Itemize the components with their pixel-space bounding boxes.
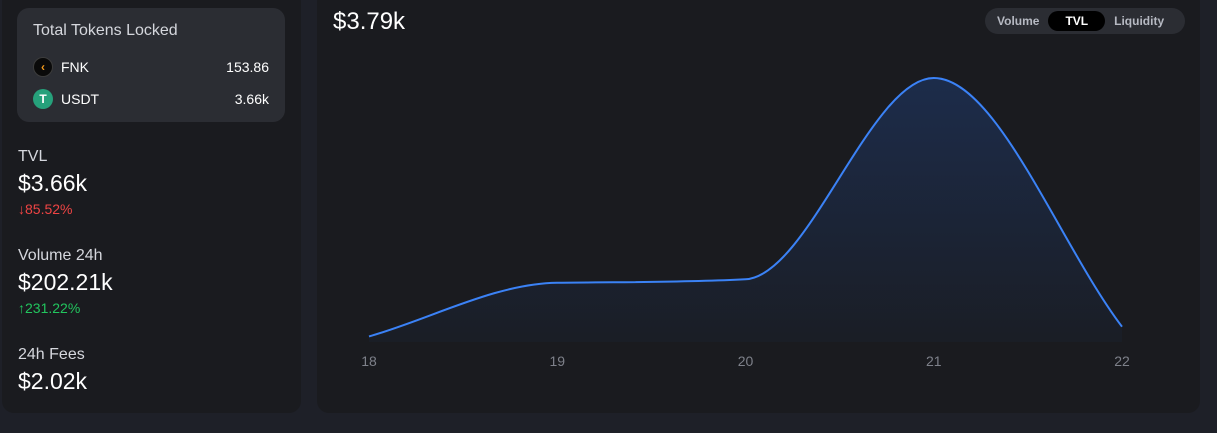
x-tick-label: 19 <box>549 353 565 369</box>
fees-label: 24h Fees <box>18 346 85 363</box>
volume-stat: Volume 24h $202.21k ↑231.22% <box>18 247 113 316</box>
usdt-logo-icon: T <box>33 89 53 109</box>
arrow-up-icon: ↑ <box>18 300 25 316</box>
fnk-logo-icon: ‹ <box>33 57 53 77</box>
token-row-usdt: T USDT 3.66k <box>33 88 269 110</box>
token-symbol: FNK <box>61 59 89 75</box>
x-tick-label: 22 <box>1114 353 1130 369</box>
chart-line-series <box>368 76 1123 338</box>
arrow-down-icon: ↓ <box>18 201 25 217</box>
tvl-change: ↓85.52% <box>18 201 87 217</box>
x-tick-label: 20 <box>738 353 754 369</box>
x-tick-label: 18 <box>361 353 377 369</box>
tvl-change-value: 85.52% <box>25 201 73 217</box>
chart-panel: $3.79k Volume TVL Liquidity 18 19 20 21 22 <box>317 0 1200 413</box>
tvl-stat: TVL $3.66k ↓85.52% <box>18 148 87 217</box>
fees-stat: 24h Fees $2.02k <box>18 346 87 395</box>
volume-change-value: 231.22% <box>25 300 81 316</box>
chart-current-value: $3.79k <box>333 8 406 35</box>
toggle-tvl[interactable]: TVL <box>1048 11 1106 31</box>
token-row-fnk: ‹ FNK 153.86 <box>33 56 269 78</box>
tvl-value: $3.66k <box>18 170 88 196</box>
volume-label: Volume 24h <box>18 247 103 264</box>
volume-value: $202.21k <box>18 269 113 295</box>
token-amount: 3.66k <box>234 91 269 107</box>
volume-change: ↑231.22% <box>18 300 113 316</box>
token-symbol: USDT <box>61 91 100 107</box>
tokens-title: Total Tokens Locked <box>33 22 178 39</box>
token-amount: 153.86 <box>226 59 269 75</box>
total-tokens-locked-box: Total Tokens Locked ‹ FNK 153.86 T USDT … <box>17 8 285 122</box>
toggle-liquidity[interactable]: Liquidity <box>1114 14 1165 28</box>
tvl-label: TVL <box>18 148 48 165</box>
x-tick-label: 21 <box>926 353 942 369</box>
chart-metric-toggle: Volume TVL Liquidity <box>985 8 1185 34</box>
tvl-chart: 18 19 20 21 22 <box>361 76 1130 369</box>
fees-value: $2.02k <box>18 368 88 394</box>
chart-area-fill <box>369 78 1122 342</box>
pool-stats-panel: Total Tokens Locked ‹ FNK 153.86 T USDT … <box>2 0 301 413</box>
toggle-volume[interactable]: Volume <box>997 14 1040 28</box>
